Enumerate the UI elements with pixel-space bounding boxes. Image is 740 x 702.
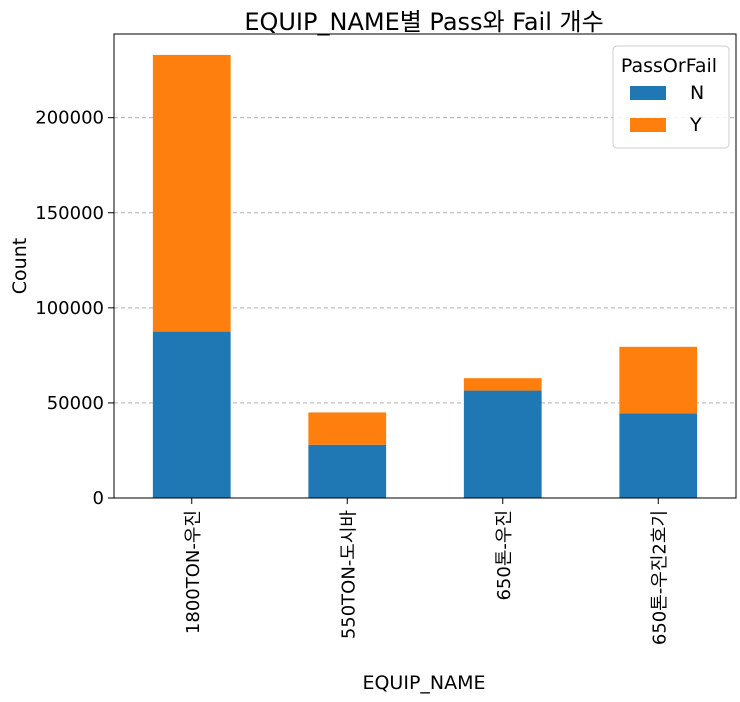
bar-N-3: [619, 413, 698, 498]
legend-label-N: N: [690, 82, 704, 104]
y-axis-label: Count: [9, 238, 31, 294]
bars: [152, 54, 698, 498]
legend: PassOrFail NY: [612, 45, 730, 149]
y-tick-label: 100000: [35, 298, 104, 319]
legend-label-Y: Y: [689, 114, 702, 136]
x-tick-label: 550TON-도시바: [338, 510, 359, 640]
bar-N-2: [463, 390, 542, 498]
x-tick-label: 1800TON-우진: [183, 510, 204, 634]
y-tick-label: 0: [93, 488, 104, 509]
chart-title: EQUIP_NAME별 Pass와 Fail 개수: [244, 8, 603, 36]
x-axis-label: EQUIP_NAME: [362, 672, 485, 694]
x-tick-label: 650톤-우진: [494, 510, 515, 601]
bar-Y-3: [619, 346, 698, 414]
legend-title: PassOrFail: [621, 55, 717, 77]
x-tick-label: 650톤-우진2호기: [649, 510, 670, 645]
y-tick-label: 200000: [35, 108, 104, 129]
bar-N-0: [152, 331, 231, 498]
bar-N-1: [308, 444, 387, 498]
bar-Y-0: [152, 54, 231, 332]
y-tick-label: 50000: [47, 393, 104, 414]
bar-Y-1: [308, 412, 387, 445]
legend-swatch-N: [630, 86, 666, 100]
y-tick-label: 150000: [35, 203, 104, 224]
y-axis: 0 50000 100000 150000 200000: [35, 108, 114, 509]
plot-frame: [113, 33, 737, 499]
bar-Y-2: [463, 378, 542, 391]
legend-swatch-Y: [630, 118, 666, 132]
x-axis: 1800TON-우진 550TON-도시바 650톤-우진 650톤-우진2호기: [183, 498, 670, 645]
